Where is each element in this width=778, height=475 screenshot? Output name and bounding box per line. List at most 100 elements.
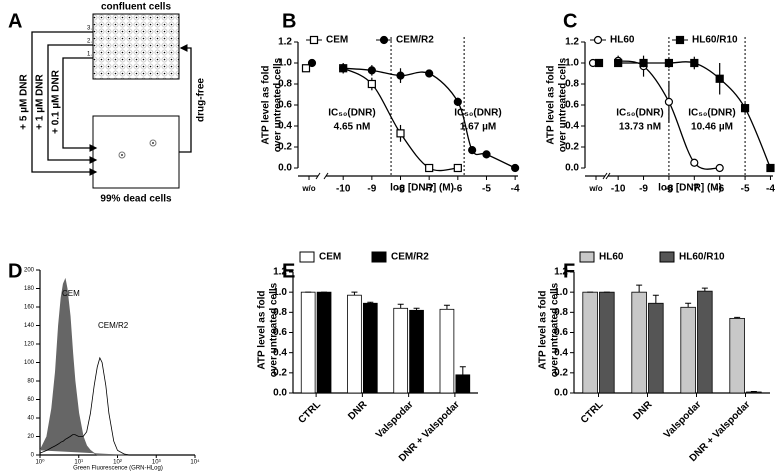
marker (301, 64, 311, 73)
y-tick-label: 0.0 (278, 163, 292, 174)
step: 2. (87, 39, 92, 45)
marker (367, 79, 376, 89)
x-tick-label: -10 (611, 184, 626, 195)
y-tick-label: 1.2 (273, 267, 287, 278)
legend-label: CEM (326, 35, 348, 46)
marker (675, 35, 685, 45)
y-tick-label: 1.0 (554, 287, 568, 298)
error-bar (459, 366, 466, 375)
panel-letter: B (282, 10, 296, 32)
x-tick-label: 10⁴ (190, 459, 200, 466)
marker (425, 69, 434, 78)
y-tick-label: 80 (27, 379, 34, 385)
axis-break (323, 172, 329, 180)
error-bar (636, 284, 643, 293)
y-tick-label: 1.2 (565, 37, 579, 48)
bar (409, 309, 424, 394)
marker (715, 163, 724, 173)
y-tick-label: 1.2 (278, 37, 292, 48)
y-tick-label: 0.2 (278, 142, 292, 153)
bottom-label: 99% dead cells (100, 194, 172, 205)
legend-swatch (579, 251, 595, 263)
legend-label: CEM/R2 (391, 252, 429, 263)
x-axis-label: Green Fluorescence (GRN-HLog) (73, 466, 163, 472)
panel-letter: E (282, 260, 295, 282)
panel-c: C 0.0 0.2 0.4 0.6 0.8 1.0 1.2 w/o -10 -9 -8 -7 -6 -5 -4… (546, 10, 776, 194)
y-tick-label: 0 (31, 453, 35, 459)
histogram-trace (39, 277, 130, 456)
panel-letter: C (563, 10, 577, 32)
y-tick-label: 1.0 (278, 58, 292, 69)
arrow (179, 44, 192, 153)
arrow (47, 44, 98, 164)
arrow-label: + 1 µM DNR (35, 73, 46, 129)
marker (379, 35, 389, 45)
x-axis-label: log [DNR] (M) (390, 183, 454, 194)
axis-break (315, 172, 321, 180)
top-label: confluent cells (101, 2, 171, 13)
legend-label: HL60/R10 (692, 35, 738, 46)
fit-curve (342, 67, 458, 172)
marker (639, 58, 648, 68)
y-axis-label: over untreated cells (558, 57, 569, 152)
y-axis-label: over untreated cells (550, 282, 561, 377)
y-axis-label: ATP level as fold (257, 290, 268, 369)
bar (582, 291, 598, 394)
y-tick-label: 1.0 (273, 287, 287, 298)
x-tick-label: -5 (482, 184, 491, 195)
marker (593, 35, 603, 45)
error-bar (351, 291, 358, 296)
y-tick-label: 0.4 (565, 121, 579, 132)
marker (425, 163, 434, 173)
panel-letter: F (563, 260, 575, 282)
bar (347, 294, 362, 394)
y-tick-label: 180 (24, 286, 35, 292)
panel-a: A confluent cells 99% dead cells + 5 µM … (8, 2, 207, 205)
x-tick-label: Valspodar (662, 399, 704, 441)
arrow (31, 31, 98, 176)
marker (339, 64, 348, 73)
histogram-trace (39, 356, 130, 456)
y-tick-label: 0.0 (565, 163, 579, 174)
x-tick-label: DNR (631, 399, 655, 423)
x-tick-label: DNR (346, 399, 370, 423)
legend-label: CEM (319, 252, 341, 263)
untreated-label: w/o (301, 184, 315, 193)
y-tick-label: 0.6 (554, 327, 568, 338)
bar (300, 291, 316, 394)
x-tick-label: -5 (741, 184, 750, 195)
panel-b: B 0.0 0.2 0.4 0.6 0.8 1.0 1.2 w/o -10 -9 -8 -7 -6 -5 -4… (261, 10, 520, 194)
legend-swatch (659, 251, 675, 263)
y-tick-label: 120 (24, 342, 35, 348)
x-tick-label: Valspodar (374, 399, 416, 441)
bar (439, 308, 455, 394)
untreated-label: w/o (588, 184, 602, 193)
marker (664, 97, 674, 106)
y-tick-label: 0.8 (273, 307, 287, 318)
marker (453, 163, 462, 173)
legend-swatch (371, 251, 387, 263)
marker (309, 35, 319, 45)
x-tick-label: 10³ (152, 460, 161, 466)
y-tick-label: 60 (27, 397, 34, 403)
y-tick-label: 0.2 (565, 142, 579, 153)
panel-e: E 0.0 0.2 0.4 0.6 0.8 1.0 1.2 ATP level as fold o… (257, 251, 478, 464)
dead-box (92, 115, 180, 189)
y-tick-label: 0.8 (278, 79, 292, 90)
marker (453, 97, 462, 106)
annotation: 13.73 nM (619, 122, 661, 133)
marker (396, 71, 405, 80)
error-bar (750, 390, 757, 392)
y-tick-label: 0.4 (278, 121, 292, 132)
x-tick-label: -9 (639, 184, 648, 195)
x-axis-label: log [DNR] (M) (658, 183, 722, 194)
step: 1. (87, 52, 92, 58)
bar (680, 306, 696, 394)
x-tick-label: -7 (425, 184, 434, 195)
x-tick-label: 10⁰ (35, 459, 45, 466)
error-bar (701, 287, 708, 292)
y-tick-label: 0.0 (273, 388, 287, 399)
return-label: drug-free (196, 78, 207, 122)
step: 3. (87, 26, 92, 32)
